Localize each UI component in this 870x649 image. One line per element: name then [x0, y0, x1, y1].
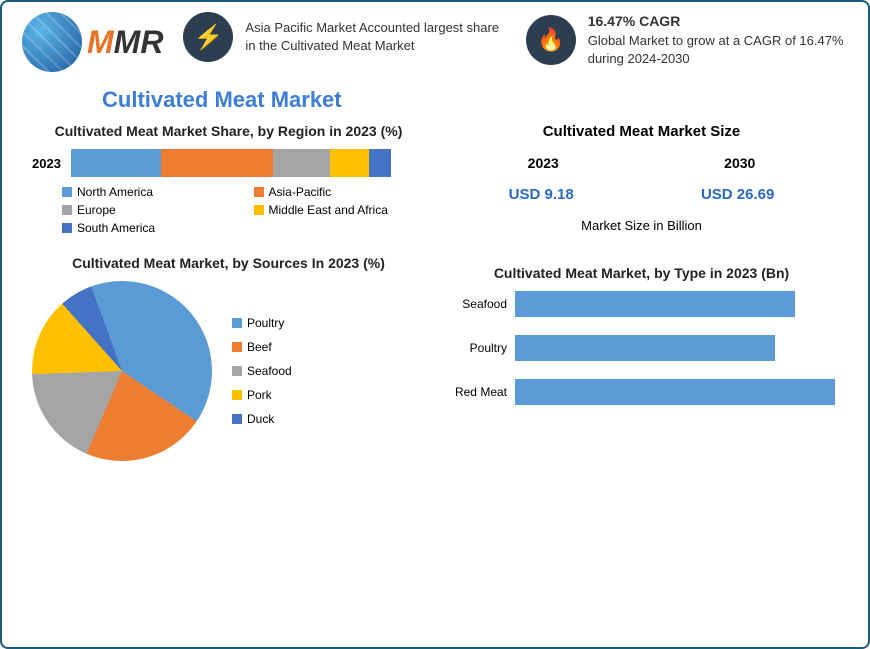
ms-note: Market Size in Billion — [445, 218, 838, 233]
legend-item: Duck — [232, 412, 292, 426]
main-title: Cultivated Meat Market — [2, 82, 868, 123]
info-text-1: Asia Pacific Market Accounted largest sh… — [245, 19, 505, 55]
hbar — [515, 291, 795, 317]
ms-val1: USD 9.18 — [509, 186, 574, 203]
hbar-row: Poultry — [445, 335, 838, 361]
region-chart: Cultivated Meat Market Share, by Region … — [32, 123, 425, 235]
legend-label: Beef — [247, 340, 272, 354]
hbar-container: Seafood Poultry Red Meat — [445, 291, 838, 405]
hbar-row: Seafood — [445, 291, 838, 317]
legend-item: North America — [62, 185, 234, 199]
ms-year2: 2030 — [724, 155, 755, 171]
legend-swatch — [254, 205, 264, 215]
hbar — [515, 335, 775, 361]
hbar-label: Poultry — [445, 341, 515, 355]
type-chart-title: Cultivated Meat Market, by Type in 2023 … — [445, 265, 838, 281]
type-chart: Cultivated Meat Market, by Type in 2023 … — [445, 265, 838, 461]
legend-label: Pork — [247, 388, 272, 402]
legend-label: Duck — [247, 412, 274, 426]
hbar-row: Red Meat — [445, 379, 838, 405]
legend-swatch — [232, 342, 242, 352]
flame-icon: 🔥 — [526, 15, 576, 65]
globe-icon — [22, 12, 82, 72]
ms-year1: 2023 — [528, 155, 559, 171]
lightning-icon: ⚡ — [183, 12, 233, 62]
legend-swatch — [232, 318, 242, 328]
cagr-title: 16.47% CAGR — [588, 12, 848, 32]
legend-swatch — [232, 390, 242, 400]
legend-label: North America — [77, 185, 153, 199]
pie-chart — [32, 281, 212, 461]
legend-swatch — [232, 414, 242, 424]
bar-segment — [369, 149, 391, 177]
info-text-2: 16.47% CAGR Global Market to grow at a C… — [588, 12, 848, 68]
legend-item: Beef — [232, 340, 292, 354]
hbar — [515, 379, 835, 405]
market-size-block: Cultivated Meat Market Size 2023 2030 US… — [445, 123, 838, 235]
legend-label: Seafood — [247, 364, 292, 378]
region-year-label: 2023 — [32, 156, 61, 171]
region-legend: North America Asia-Pacific Europe Middle Ea… — [32, 185, 425, 235]
cagr-body: Global Market to grow at a CAGR of 16.47… — [588, 32, 848, 68]
legend-item: Asia-Pacific — [254, 185, 426, 199]
bar-segment — [71, 149, 161, 177]
hbar-label: Red Meat — [445, 385, 515, 399]
legend-item: Seafood — [232, 364, 292, 378]
mmr-logo: MMR — [22, 12, 163, 72]
legend-swatch — [62, 205, 72, 215]
legend-label: South America — [77, 221, 155, 235]
legend-item: South America — [62, 221, 234, 235]
sources-chart-title: Cultivated Meat Market, by Sources In 20… — [32, 255, 425, 271]
bar-segment — [273, 149, 331, 177]
info-block-2: 🔥 16.47% CAGR Global Market to grow at a… — [526, 12, 848, 68]
sources-chart: Cultivated Meat Market, by Sources In 20… — [32, 255, 425, 461]
market-size-title: Cultivated Meat Market Size — [445, 123, 838, 140]
legend-item: Poultry — [232, 316, 292, 330]
stacked-bar — [71, 149, 391, 177]
legend-swatch — [254, 187, 264, 197]
legend-label: Middle East and Africa — [269, 203, 388, 217]
bar-segment — [330, 149, 368, 177]
legend-label: Asia-Pacific — [269, 185, 332, 199]
legend-label: Europe — [77, 203, 116, 217]
legend-item: Europe — [62, 203, 234, 217]
hbar-label: Seafood — [445, 297, 515, 311]
legend-item: Pork — [232, 388, 292, 402]
ms-val2: USD 26.69 — [701, 186, 774, 203]
legend-label: Poultry — [247, 316, 284, 330]
pie-legend: Poultry Beef Seafood Pork Duck — [232, 316, 292, 426]
logo-text: MMR — [87, 24, 163, 61]
info-block-1: ⚡ Asia Pacific Market Accounted largest … — [183, 12, 505, 62]
bar-segment — [161, 149, 273, 177]
region-chart-title: Cultivated Meat Market Share, by Region … — [32, 123, 425, 139]
legend-swatch — [232, 366, 242, 376]
legend-swatch — [62, 223, 72, 233]
legend-item: Middle East and Africa — [254, 203, 426, 217]
legend-swatch — [62, 187, 72, 197]
